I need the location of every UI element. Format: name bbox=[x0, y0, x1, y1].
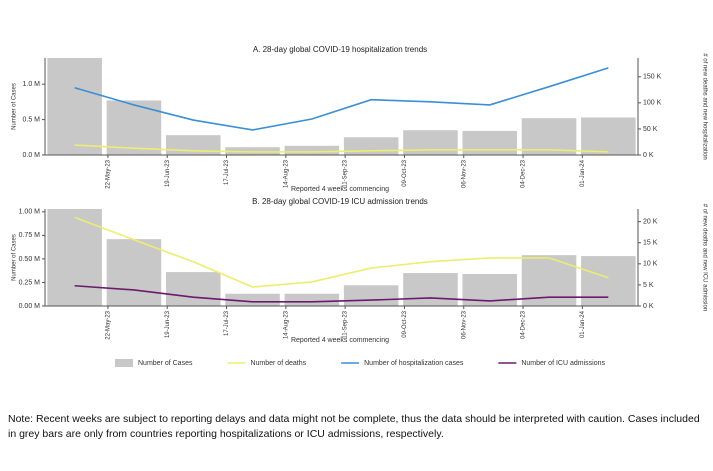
y-axis-label: Number of Cases bbox=[12, 234, 18, 281]
y2-tick-label: 20 K bbox=[643, 218, 658, 225]
y-tick-label: 0.0 M bbox=[22, 152, 40, 159]
bar bbox=[521, 118, 577, 155]
x-tick-label: 04-Dec-23 bbox=[521, 310, 527, 339]
bar bbox=[165, 135, 221, 155]
bar bbox=[47, 209, 102, 306]
note: Note: Recent weeks are subject to report… bbox=[8, 413, 700, 440]
y-tick-label: 0.50 M bbox=[19, 256, 41, 263]
y2-tick-label: 0 K bbox=[643, 303, 654, 310]
x-tick-label: 22-May-23 bbox=[106, 310, 112, 339]
bar bbox=[225, 293, 280, 306]
bar bbox=[343, 137, 399, 155]
y-axis-label: Number of Cases bbox=[12, 83, 18, 130]
x-tick-label: 06-Nov-23 bbox=[461, 159, 467, 188]
bar bbox=[581, 256, 636, 306]
y2-axis-label: # of new deaths and new ICU admission bbox=[701, 204, 707, 311]
legend-label: Number of Cases bbox=[138, 360, 193, 367]
bar bbox=[165, 272, 221, 306]
x-tick-label: 19-Jun-23 bbox=[165, 310, 171, 338]
bar bbox=[581, 117, 636, 155]
line bbox=[74, 284, 609, 303]
y2-tick-label: 15 K bbox=[643, 240, 658, 247]
y2-tick-label: 10 K bbox=[643, 261, 658, 268]
line bbox=[74, 144, 609, 153]
bar bbox=[284, 293, 340, 306]
x-tick-label: 09-Oct-23 bbox=[402, 159, 408, 186]
chart-title: B. 28-day global COVID-19 ICU admission … bbox=[252, 197, 428, 206]
charts: A. 28-day global COVID-19 hospitalizatio… bbox=[12, 45, 707, 367]
page: {"chart_data": [ {"type": "bar-line", "t… bbox=[8, 45, 708, 440]
legend-label: Number of hospitalization cases bbox=[364, 360, 464, 367]
x-axis-label: Reported 4 weeks commencing bbox=[291, 337, 389, 344]
y2-tick-label: 0 K bbox=[643, 152, 654, 159]
x-tick-label: 17-Jul-23 bbox=[224, 159, 230, 185]
line bbox=[74, 67, 609, 131]
y2-axis-label: # of new deaths and new hospitalization bbox=[701, 53, 707, 159]
legend-label: Number of ICU admissions bbox=[521, 360, 605, 367]
x-tick-label: 06-Nov-23 bbox=[461, 310, 467, 339]
x-tick-label: 17-Jul-23 bbox=[224, 310, 230, 336]
line bbox=[74, 216, 609, 288]
y-tick-label: 0.75 M bbox=[19, 232, 41, 239]
x-tick-label: 01-Jan-24 bbox=[580, 310, 586, 338]
x-tick-label: 11-Sep-23 bbox=[343, 159, 349, 187]
y-tick-label: 0.00 M bbox=[19, 303, 41, 310]
x-tick-label: 14-Aug-23 bbox=[283, 310, 289, 339]
x-axis-label: Reported 4 weeks commencing bbox=[291, 186, 389, 193]
bar bbox=[284, 145, 340, 155]
x-tick-label: 22-May-23 bbox=[106, 159, 112, 188]
y2-tick-label: 100 K bbox=[643, 100, 662, 107]
x-tick-label: 01-Jan-24 bbox=[580, 159, 586, 187]
y-tick-label: 0.25 M bbox=[19, 279, 41, 286]
chart-title: A. 28-day global COVID-19 hospitalizatio… bbox=[253, 45, 427, 54]
y2-tick-label: 150 K bbox=[643, 74, 662, 81]
y2-tick-label: 50 K bbox=[643, 126, 658, 133]
x-tick-label: 11-Sep-23 bbox=[343, 310, 349, 338]
y-tick-label: 1.0 M bbox=[22, 81, 40, 88]
bar bbox=[462, 130, 518, 155]
bar bbox=[403, 273, 458, 306]
bar bbox=[106, 239, 162, 306]
x-tick-label: 19-Jun-23 bbox=[165, 159, 171, 187]
x-tick-label: 09-Oct-23 bbox=[402, 310, 408, 337]
y-tick-label: 1.00 M bbox=[19, 209, 41, 216]
bar bbox=[403, 130, 458, 155]
x-tick-label: 04-Dec-23 bbox=[521, 159, 527, 188]
bar bbox=[47, 58, 102, 155]
y-tick-label: 0.5 M bbox=[22, 116, 40, 123]
legend-swatch bbox=[115, 359, 133, 367]
x-tick-label: 14-Aug-23 bbox=[283, 159, 289, 188]
legend-label: Number of deaths bbox=[250, 360, 306, 367]
y2-tick-label: 5 K bbox=[643, 282, 654, 289]
bar bbox=[343, 285, 399, 306]
